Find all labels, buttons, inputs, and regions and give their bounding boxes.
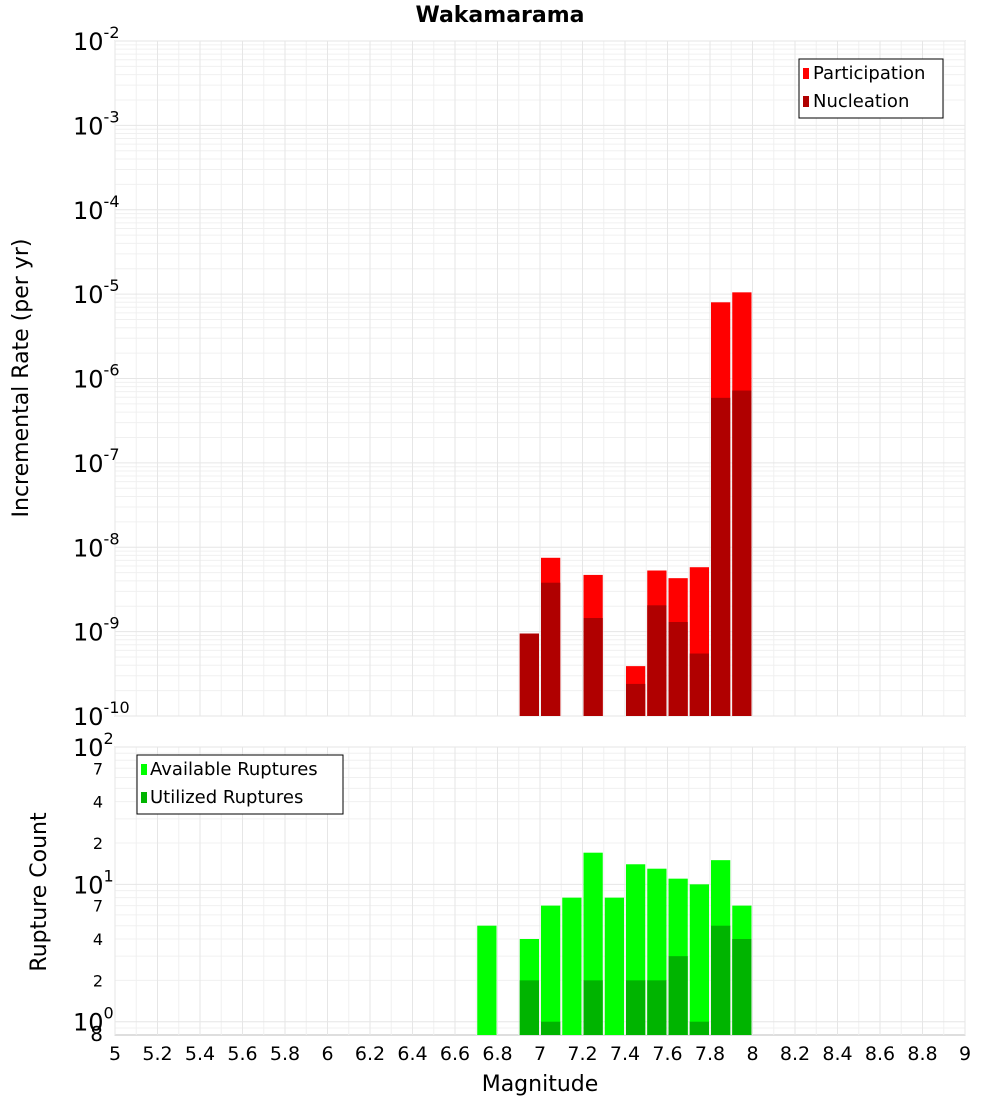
legend-swatch-utilized-ruptures	[141, 792, 147, 803]
magnitude-axis-label: Magnitude	[482, 1072, 599, 1097]
rupture-count-axis-label: Rupture Count	[27, 812, 52, 972]
rate-panel: 10-10 10-9 10-8 10-7 10-6 10-5 10-4 10-3 10-2 Par…	[73, 23, 966, 731]
x-tick-label: 6.2	[355, 1043, 385, 1065]
x-tick-label: 6.8	[482, 1043, 512, 1065]
rate-y-tick-label: 10-9	[73, 614, 120, 647]
chart-title: Wakamarama	[415, 3, 584, 28]
bar-utilized-ruptures	[689, 1021, 709, 1035]
x-tick-label: 5.2	[142, 1043, 172, 1065]
bar-nucleation	[647, 605, 667, 716]
x-tick-label: 5.4	[185, 1043, 215, 1065]
legend-label-nucleation: Nucleation	[813, 91, 909, 112]
legend-label-available-ruptures: Available Ruptures	[150, 759, 318, 780]
bar-nucleation	[732, 390, 752, 716]
count-legend: Available Ruptures Utilized Ruptures	[136, 754, 344, 815]
count-y-tick-label: 102	[73, 729, 114, 762]
x-tick-label: 7.8	[695, 1043, 725, 1065]
bar-nucleation	[711, 397, 731, 716]
x-tick-label: 8.6	[865, 1043, 895, 1065]
x-tick-label: 8.8	[907, 1043, 937, 1065]
bar-available-ruptures	[477, 925, 497, 1035]
x-tick-label: 6.4	[397, 1043, 427, 1065]
count-y-minor-tick-label: 7	[93, 897, 103, 916]
legend-swatch-available-ruptures	[141, 764, 147, 775]
bar-nucleation	[583, 618, 603, 716]
bar-utilized-ruptures	[519, 980, 539, 1035]
bar-available-ruptures	[562, 897, 582, 1035]
count-y-minor-tick-label: 4	[93, 930, 103, 949]
rate-y-tick-label: 10-7	[73, 445, 120, 478]
count-y-minor-tick-label: 2	[93, 971, 103, 990]
x-tick-label: 6	[321, 1043, 333, 1065]
count-y-tick-label: 101	[73, 866, 114, 899]
bar-nucleation	[626, 683, 646, 716]
rate-y-tick-label: 10-8	[73, 529, 120, 562]
bar-utilized-ruptures	[732, 939, 752, 1035]
x-tick-label: 5	[109, 1043, 121, 1065]
legend-label-utilized-ruptures: Utilized Ruptures	[150, 787, 303, 808]
rate-y-tick-label: 10-3	[73, 107, 120, 140]
bar-nucleation	[541, 582, 561, 716]
bar-available-ruptures	[604, 897, 624, 1035]
count-y-minor-tick-label: 8	[90, 1022, 103, 1046]
x-tick-label: 9	[959, 1043, 971, 1065]
bar-utilized-ruptures	[541, 1021, 561, 1035]
bar-utilized-ruptures	[668, 956, 688, 1035]
rate-axis-label: Incremental Rate (per yr)	[9, 239, 34, 518]
rate-y-tick-label: 10-10	[73, 698, 130, 731]
count-legend-box	[136, 754, 344, 815]
x-tick-label: 7.2	[567, 1043, 597, 1065]
x-tick-label: 6.6	[440, 1043, 470, 1065]
rate-legend-box	[798, 58, 944, 119]
count-y-tick-label: 100	[73, 1004, 114, 1037]
magnitude-tick-labels: 5 5.2 5.4 5.6 5.8 6 6.2 6.4 6.6 6.8 7 7.2 7.4 7.6 7.8 8…	[109, 1043, 971, 1065]
rate-legend: Participation Nucleation	[798, 58, 944, 119]
bar-nucleation	[668, 622, 688, 716]
count-y-minor-tick-label: 4	[93, 793, 103, 812]
bar-utilized-ruptures	[626, 980, 646, 1035]
x-tick-label: 7.6	[652, 1043, 682, 1065]
legend-swatch-nucleation	[803, 96, 809, 107]
x-tick-label: 8	[746, 1043, 758, 1065]
bar-utilized-ruptures	[583, 980, 603, 1035]
count-y-minor-tick-label: 2	[93, 834, 103, 853]
legend-label-participation: Participation	[813, 63, 925, 84]
x-tick-label: 8.2	[780, 1043, 810, 1065]
x-tick-label: 5.8	[270, 1043, 300, 1065]
legend-swatch-participation	[803, 68, 809, 79]
x-tick-label: 7	[534, 1043, 546, 1065]
bar-available-ruptures	[541, 905, 561, 1035]
bar-utilized-ruptures	[647, 980, 667, 1035]
rate-y-tick-label: 10-5	[73, 276, 120, 309]
x-tick-label: 8.4	[822, 1043, 852, 1065]
rate-y-tick-label: 10-2	[73, 23, 120, 56]
x-tick-label: 5.6	[227, 1043, 257, 1065]
x-tick-label: 7.4	[610, 1043, 640, 1065]
bar-available-ruptures	[689, 884, 709, 1035]
rate-y-tick-label: 10-4	[73, 192, 120, 225]
bar-nucleation	[519, 633, 539, 716]
bar-nucleation	[689, 653, 709, 716]
count-y-minor-tick-label: 7	[93, 759, 103, 778]
count-panel: 100 101 102 8 2 4 7 2 4 7 Available Ruptures Utiliz…	[73, 729, 966, 1046]
rate-y-tick-label: 10-6	[73, 361, 120, 394]
bar-utilized-ruptures	[711, 925, 731, 1035]
